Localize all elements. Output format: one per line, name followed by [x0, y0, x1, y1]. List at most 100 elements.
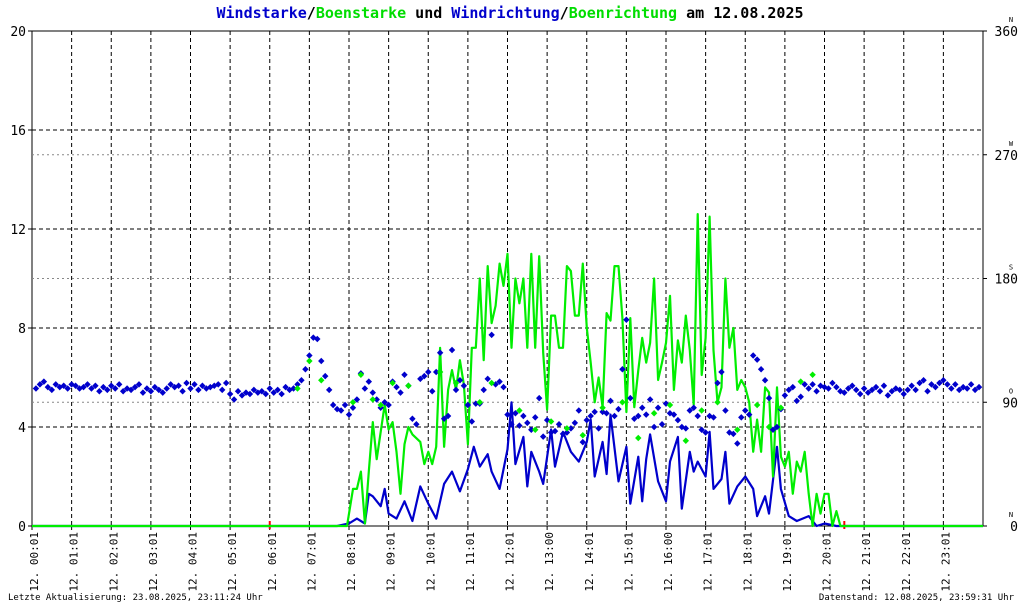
series-boenrichtung-point — [306, 357, 313, 365]
series-windrichtung-point — [884, 392, 892, 399]
series-windrichtung-point — [219, 386, 226, 394]
series-windrichtung-point — [397, 389, 404, 396]
series-boenrichtung-point — [765, 423, 773, 431]
series-boenrichtung-point — [405, 382, 412, 389]
series-windrichtung-point — [678, 423, 686, 431]
series-windrichtung-point — [928, 381, 935, 388]
y-left-tick-label: 12 — [10, 223, 26, 238]
series-windrichtung-point — [567, 425, 575, 432]
series-windrichtung-point — [559, 430, 567, 438]
series-windrichtung-point — [753, 356, 761, 363]
series-boenrichtung-point — [369, 396, 376, 403]
series-windrichtung-point — [686, 407, 693, 414]
series-windrichtung-point — [809, 381, 816, 388]
series-windrichtung-point — [690, 404, 697, 411]
series-windrichtung-point — [246, 390, 254, 398]
series-windrichtung-point — [952, 381, 959, 388]
title-sep1: / — [306, 4, 316, 22]
series-windrichtung-point — [167, 381, 174, 388]
x-tick-label: 12. 05:01 — [226, 532, 239, 592]
series-windrichtung-point — [607, 397, 614, 405]
series-windrichtung-point — [345, 411, 353, 418]
series-windrichtung-point — [270, 389, 277, 396]
series-windrichtung-point — [801, 381, 808, 388]
series-windrichtung-point — [971, 386, 979, 394]
series-windrichtung-point — [730, 430, 737, 438]
series-windrichtung-point — [425, 368, 432, 376]
footer-last-update: Letzte Aktualisierung: 23.08.2025, 23:11… — [8, 593, 263, 603]
series-windrichtung-point — [872, 383, 880, 391]
series-windrichtung-point — [536, 394, 543, 402]
title-und: und — [406, 4, 452, 22]
series-windrichtung-point — [496, 378, 503, 385]
series-boenrichtung-point — [318, 377, 325, 384]
series-windrichtung-point — [230, 396, 238, 403]
series-windrichtung-point — [615, 405, 622, 413]
series-windrichtung-point — [860, 385, 868, 392]
series-windrichtung-point — [924, 388, 931, 395]
series-windrichtung-point — [587, 412, 594, 420]
series-windrichtung-point — [436, 349, 444, 356]
series-windrichtung-point — [571, 419, 579, 427]
series-windrichtung-point — [520, 412, 527, 420]
series-windrichtung-point — [670, 411, 678, 418]
series-windrichtung-point — [421, 372, 428, 380]
series-windrichtung-point — [353, 396, 361, 403]
series-windrichtung-point — [722, 407, 729, 414]
series-windrichtung-point — [191, 381, 198, 388]
series-windrichtung-point — [524, 419, 531, 427]
title-date: am 12.08.2025 — [677, 4, 804, 22]
series-windrichtung-point — [480, 386, 487, 394]
x-tick-label: 12. 11:01 — [464, 532, 477, 592]
series-boenrichtung-point — [357, 371, 365, 378]
series-boenrichtung-point — [698, 407, 705, 414]
series-windrichtung-point — [880, 382, 888, 389]
series-windrichtung-point — [413, 421, 420, 428]
series-windrichtung-point — [314, 335, 321, 343]
series-boenrichtung-point — [619, 399, 626, 406]
series-windrichtung-point — [187, 385, 194, 392]
footer-data-status: Datenstand: 12.08.2025, 23:59:31 Uhr — [818, 593, 1014, 603]
series-windrichtung-point — [52, 381, 59, 388]
series-windrichtung-point — [963, 385, 971, 392]
series-windrichtung-point — [829, 379, 836, 387]
series-windrichtung-point — [813, 388, 820, 395]
series-windrichtung-point — [262, 390, 269, 398]
series-windrichtung-point — [72, 382, 79, 389]
series-boenrichtung-point — [753, 401, 761, 409]
series-windrichtung-point — [215, 381, 222, 388]
series-windrichtung-point — [773, 423, 781, 431]
y-right-tick-label: 180 — [995, 273, 1018, 288]
x-tick-label: 12. 06:01 — [266, 532, 279, 592]
series-windrichtung-point — [797, 393, 804, 400]
series-windrichtung-point — [591, 408, 598, 416]
series-windrichtung-point — [583, 416, 590, 424]
series-windrichtung-point — [698, 426, 705, 433]
series-boenrichtung-point — [809, 371, 816, 378]
series-windrichtung-point — [195, 386, 202, 394]
series-windrichtung-point — [159, 389, 166, 396]
x-tick-label: 12. 22:01 — [900, 532, 913, 592]
series-windrichtung-point — [135, 381, 143, 388]
x-tick-label: 12. 16:00 — [662, 532, 675, 592]
series-windrichtung-point — [302, 366, 309, 373]
series-windrichtung-point — [56, 383, 63, 391]
series-windrichtung-point — [528, 426, 535, 433]
series-boenrichtung-point — [488, 379, 495, 387]
series-windrichtung-point — [234, 388, 242, 395]
series-windrichtung-point — [896, 386, 903, 394]
series-windrichtung-point — [44, 383, 52, 391]
series-windrichtung-point — [456, 377, 464, 384]
series-windrichtung-point — [761, 377, 769, 384]
series-windrichtung-point — [484, 375, 491, 383]
series-windrichtung-point — [163, 385, 170, 392]
series-boenstarke-line — [32, 213, 983, 528]
series-windrichtung-point — [468, 418, 476, 425]
series-windrichtung-point — [36, 381, 44, 388]
series-windrichtung-point — [837, 388, 844, 395]
x-tick-label: 12. 23:01 — [939, 532, 952, 592]
x-tick-label: 12. 14:01 — [583, 532, 596, 592]
y-left-tick-label: 16 — [10, 124, 26, 139]
series-boenrichtung-point — [635, 434, 642, 442]
